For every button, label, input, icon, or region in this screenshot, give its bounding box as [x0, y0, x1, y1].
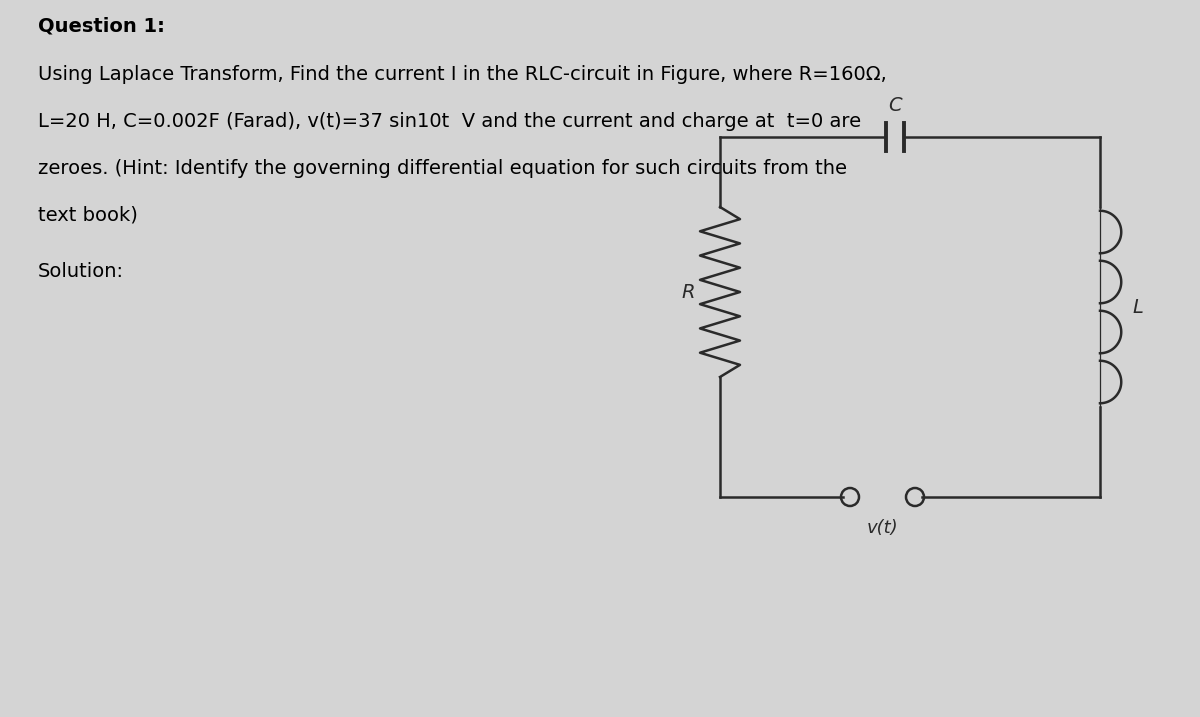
Text: Solution:: Solution: [38, 262, 124, 281]
Text: L: L [1132, 298, 1142, 316]
Text: R: R [682, 282, 695, 302]
Text: C: C [888, 96, 902, 115]
Text: v(t): v(t) [866, 519, 899, 537]
Text: Question 1:: Question 1: [38, 17, 164, 36]
Text: text book): text book) [38, 206, 138, 225]
Text: L=20 H, C=0.002F (Farad), v(t)=37 sin10t  V and the current and charge at  t=0 a: L=20 H, C=0.002F (Farad), v(t)=37 sin10t… [38, 112, 862, 131]
Text: Using Laplace Transform, Find the current I in the RLC-circuit in Figure, where : Using Laplace Transform, Find the curren… [38, 65, 887, 84]
Text: zeroes. (Hint: Identify the governing differential equation for such circuits fr: zeroes. (Hint: Identify the governing di… [38, 159, 847, 178]
